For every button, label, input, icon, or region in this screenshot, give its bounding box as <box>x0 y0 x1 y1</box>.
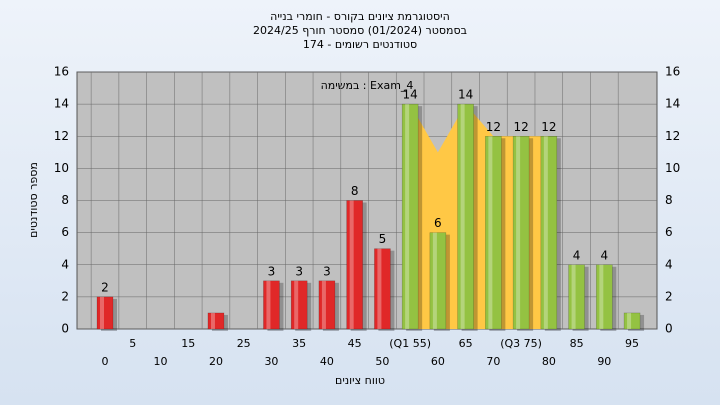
x-tick-label: 70 <box>486 355 500 368</box>
y2-tick-label: 14 <box>665 97 680 111</box>
y2-tick-label: 8 <box>665 193 673 207</box>
y2-tick-label: 12 <box>665 129 680 143</box>
x-tick-label: 90 <box>597 355 611 368</box>
bar-highlight <box>516 136 521 329</box>
bar <box>374 248 391 330</box>
annotation: במשימה : Exam_4 <box>321 79 414 92</box>
bar <box>401 103 419 330</box>
x-tick-label: 45 <box>348 337 362 350</box>
value-label: 2 <box>101 280 109 294</box>
bar <box>346 200 363 330</box>
y2-tick-label: 4 <box>665 257 673 271</box>
bar <box>596 264 613 330</box>
bar-highlight <box>294 280 299 329</box>
y-tick-label: 14 <box>54 97 69 111</box>
x-tick-label: 40 <box>320 355 334 368</box>
chart-subtitle: סטודנטים רשומים - 174 <box>303 38 417 51</box>
y2-tick-label: 6 <box>665 225 673 239</box>
bar <box>290 280 308 330</box>
bar <box>429 232 447 330</box>
y-tick-label: 16 <box>54 65 69 79</box>
value-label: 12 <box>513 120 528 134</box>
bar-highlight <box>266 280 271 329</box>
value-label: 12 <box>486 120 501 134</box>
y-tick-label: 6 <box>61 225 69 239</box>
x-tick-label: 10 <box>153 355 167 368</box>
x-tick-label: 30 <box>264 355 278 368</box>
x-tick-label: 95 <box>625 337 639 350</box>
y-tick-label: 12 <box>54 129 69 143</box>
bar <box>540 136 558 330</box>
value-label: 4 <box>600 248 608 262</box>
value-label: 3 <box>323 264 331 278</box>
x-tick-label: 65 <box>459 337 473 350</box>
y-tick-label: 0 <box>61 322 69 336</box>
bar-highlight <box>377 248 382 329</box>
chart-subtitle: בסמסטר (01/2024) סמסטר חורף 2024/25 <box>253 24 467 37</box>
value-label: 8 <box>351 184 359 198</box>
y2-tick-label: 10 <box>665 161 680 175</box>
bar <box>318 280 336 330</box>
x-tick-label: 35 <box>292 337 306 350</box>
x-tick-label: 20 <box>209 355 223 368</box>
x-tick-label: (Q3 75) <box>500 337 542 350</box>
bar-highlight <box>432 232 437 329</box>
bar <box>457 103 474 330</box>
bar-highlight <box>405 104 410 329</box>
bar <box>263 280 280 330</box>
y-axis-label: מספר סטודנטים <box>27 162 40 238</box>
bar-highlight <box>100 296 104 329</box>
value-label: 3 <box>295 264 303 278</box>
bar-highlight <box>543 136 548 329</box>
x-tick-label: 5 <box>129 337 136 350</box>
x-tick-label: 50 <box>375 355 389 368</box>
bar <box>207 312 225 330</box>
x-tick-label: 0 <box>102 355 109 368</box>
value-label: 3 <box>268 264 276 278</box>
value-label: 4 <box>573 248 581 262</box>
bar-highlight <box>488 136 493 329</box>
bar-highlight <box>321 280 326 329</box>
x-tick-label: 15 <box>181 337 195 350</box>
bar <box>485 136 502 330</box>
bar <box>623 312 641 330</box>
value-label: 14 <box>458 88 473 102</box>
y-tick-label: 8 <box>61 193 69 207</box>
y-tick-label: 4 <box>61 257 69 271</box>
value-label: 14 <box>402 88 417 102</box>
value-label: 12 <box>541 120 556 134</box>
value-label: 6 <box>434 216 442 230</box>
bar-highlight <box>349 200 354 329</box>
x-tick-label: 80 <box>542 355 556 368</box>
x-tick-label: 60 <box>431 355 445 368</box>
bar-highlight <box>210 312 215 329</box>
y-tick-label: 10 <box>54 161 69 175</box>
y2-tick-label: 2 <box>665 289 673 303</box>
bar-highlight <box>599 264 604 329</box>
bar-highlight <box>460 104 465 329</box>
bar-highlight <box>571 264 576 329</box>
y2-tick-label: 0 <box>665 322 673 336</box>
x-axis-label: טווח ציונים <box>335 374 385 387</box>
chart-title: היסטוגרמת ציונים בקורס - חומרי בנייה <box>270 10 450 23</box>
bar <box>512 136 530 330</box>
y-tick-label: 2 <box>61 289 69 303</box>
bar <box>568 264 585 330</box>
x-tick-label: (Q1 55) <box>389 337 431 350</box>
y2-tick-label: 16 <box>665 65 680 79</box>
value-label: 5 <box>379 232 387 246</box>
bar-highlight <box>627 312 632 329</box>
x-tick-label: 25 <box>237 337 251 350</box>
x-tick-label: 85 <box>570 337 584 350</box>
bar <box>96 296 114 330</box>
